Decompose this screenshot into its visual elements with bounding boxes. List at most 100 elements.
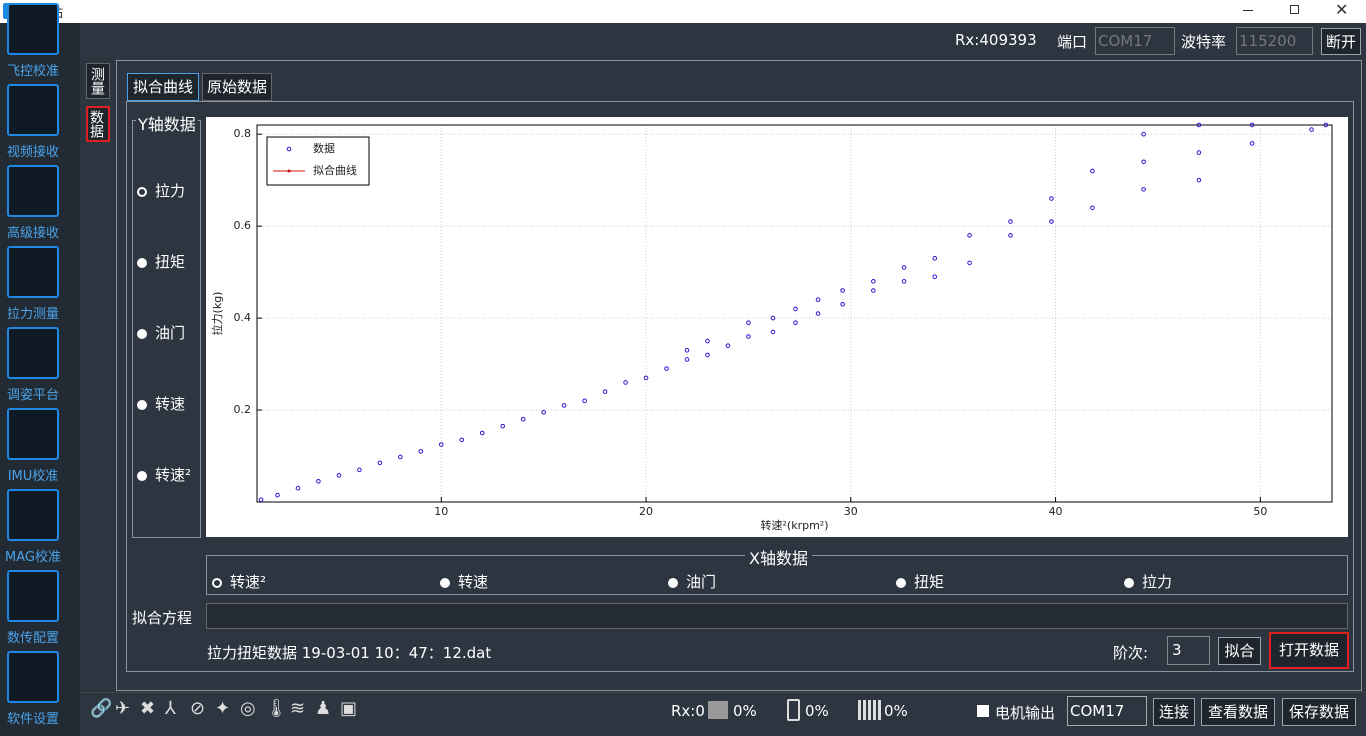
sidebar-label[interactable]: 调姿平台 <box>6 388 59 403</box>
port-select[interactable]: COM17 <box>1095 27 1175 55</box>
sidebar-icon[interactable] <box>7 651 59 703</box>
side-tab[interactable]: 数据 <box>86 106 110 142</box>
data-point <box>901 279 907 284</box>
sidebar-icon[interactable] <box>7 408 59 460</box>
data-point <box>871 288 876 293</box>
y-radio-label[interactable]: 拉力 <box>155 182 186 200</box>
data-point <box>746 334 751 339</box>
rx-counter: Rx:409393 <box>955 31 1037 49</box>
data-point <box>770 315 776 321</box>
x-radio[interactable]: 油门 <box>668 571 716 592</box>
restore[interactable] <box>1290 5 1299 14</box>
disconnect-button[interactable]: 断开 <box>1321 28 1361 55</box>
y-radio[interactable]: 拉力 <box>137 180 185 201</box>
x-radio[interactable]: 转速² <box>212 571 266 592</box>
status-button[interactable]: 查看数据 <box>1201 698 1275 726</box>
y-tick-label: 0.2 <box>234 403 252 416</box>
order-spin[interactable]: 3 <box>1167 636 1210 665</box>
x-tick-label: 20 <box>639 505 653 518</box>
open-button[interactable]: 打开数据 <box>1269 632 1349 669</box>
data-point <box>684 347 690 353</box>
data-point <box>377 460 383 466</box>
data-point <box>418 449 424 454</box>
sidebar-label[interactable]: 数传配置 <box>6 631 59 646</box>
sidebar-label[interactable]: 飞控校准 <box>6 64 59 79</box>
data-point <box>336 473 342 478</box>
sidebar-icon[interactable] <box>7 489 59 541</box>
y-radio[interactable]: 转速 <box>137 393 185 414</box>
data-point <box>602 389 608 394</box>
signal-icon <box>858 700 882 720</box>
y-radio-label[interactable]: 扭矩 <box>155 253 186 271</box>
data-point <box>1196 177 1202 183</box>
data-point <box>1008 219 1013 224</box>
sidebar-icon[interactable] <box>7 246 59 298</box>
status-icon: ⊘ <box>190 698 206 719</box>
tab[interactable]: 拟合曲线 <box>127 73 199 101</box>
sidebar-label[interactable]: 软件设置 <box>6 712 59 727</box>
data-point <box>967 233 972 238</box>
x-radio[interactable]: 拉力 <box>1124 571 1172 592</box>
legend-box <box>266 136 370 186</box>
title-bar <box>0 0 1366 23</box>
data-point <box>316 479 321 484</box>
sidebar-icon[interactable] <box>7 570 59 622</box>
data-point <box>1090 205 1095 211</box>
data-point <box>1049 219 1054 224</box>
x-radio-label[interactable]: 油门 <box>686 573 717 591</box>
data-point <box>793 320 798 325</box>
y-radio[interactable]: 转速² <box>137 464 191 485</box>
status-com[interactable]: COM17 <box>1067 696 1147 726</box>
data-point <box>500 423 506 429</box>
sidebar-icon[interactable] <box>7 327 59 379</box>
y-radio-label[interactable]: 油门 <box>155 324 186 342</box>
sidebar-icon[interactable] <box>7 84 59 136</box>
side-tab[interactable]: 测量 <box>86 63 110 99</box>
order-label: 阶次: <box>1113 644 1149 662</box>
status-cpu: 0% <box>733 702 757 720</box>
status-icon: 🌡 <box>265 698 288 719</box>
x-radio[interactable]: 转速 <box>440 571 488 592</box>
data-point <box>725 343 731 348</box>
x-radio-label[interactable]: 扭矩 <box>914 573 945 591</box>
status-icon: ▣ <box>340 698 358 719</box>
data-point <box>932 256 938 261</box>
x-tick-label: 40 <box>1049 505 1063 518</box>
y-radio[interactable]: 扭矩 <box>137 251 185 272</box>
status-button[interactable]: 保存数据 <box>1282 698 1356 726</box>
status-icon: 🔗 <box>90 698 113 719</box>
motor-checkbox[interactable] <box>977 705 989 717</box>
y-radio[interactable]: 油门 <box>137 322 185 343</box>
data-point <box>840 288 845 293</box>
sidebar-icon[interactable] <box>7 165 59 217</box>
file-name: 拉力扭矩数据 19-03-01 10：47：12.dat <box>207 644 492 662</box>
data-point <box>1141 187 1146 192</box>
status-button[interactable]: 连接 <box>1153 698 1195 726</box>
x-group-title: X轴数据 <box>745 545 812 569</box>
minimize[interactable] <box>1243 10 1253 11</box>
data-point <box>1249 141 1255 146</box>
x-radio-label[interactable]: 拉力 <box>1142 573 1173 591</box>
sidebar-label[interactable]: 视频接收 <box>6 145 59 160</box>
x-radio-label[interactable]: 转速 <box>458 573 489 591</box>
data-point <box>459 437 465 443</box>
close[interactable]: ✕ <box>1335 0 1349 19</box>
data-point <box>1249 122 1255 128</box>
baud-select[interactable]: 115200 <box>1236 27 1313 55</box>
sidebar-label[interactable]: 高级接收 <box>6 226 59 241</box>
fit-equation-field[interactable] <box>206 603 1348 629</box>
x-radio[interactable]: 扭矩 <box>896 571 944 592</box>
y-radio-label[interactable]: 转速 <box>155 395 186 413</box>
tab[interactable]: 原始数据 <box>202 73 272 101</box>
y-radio-label[interactable]: 转速² <box>155 466 192 484</box>
data-point <box>258 497 264 503</box>
sidebar-label[interactable]: MAG校准 <box>5 550 61 565</box>
sidebar-label[interactable]: IMU校准 <box>7 469 59 484</box>
data-point <box>684 357 690 362</box>
x-radio-label[interactable]: 转速² <box>230 573 267 591</box>
fit-button[interactable]: 拟合 <box>1218 637 1261 665</box>
sidebar-label[interactable]: 拉力测量 <box>6 307 59 322</box>
data-point <box>295 485 301 491</box>
sidebar-icon[interactable] <box>7 3 59 55</box>
y-group-title: Y轴数据 <box>136 111 198 135</box>
